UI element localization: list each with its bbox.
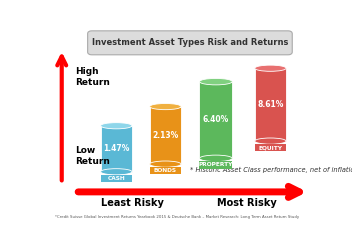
Ellipse shape	[101, 123, 132, 129]
Text: 8.61%: 8.61%	[257, 100, 284, 109]
Text: BONDS: BONDS	[154, 168, 177, 173]
Bar	[200, 82, 232, 158]
Ellipse shape	[150, 104, 181, 110]
Ellipse shape	[200, 155, 232, 162]
Text: Least Risky: Least Risky	[101, 198, 164, 208]
Ellipse shape	[150, 161, 181, 167]
Bar	[200, 161, 232, 169]
Bar	[101, 175, 132, 182]
Bar	[255, 68, 286, 141]
Ellipse shape	[255, 138, 286, 144]
Text: Low
Return: Low Return	[75, 146, 110, 167]
Ellipse shape	[101, 169, 132, 175]
Text: High
Return: High Return	[75, 67, 110, 87]
Bar	[150, 167, 181, 174]
Bar	[150, 107, 181, 164]
FancyBboxPatch shape	[88, 31, 292, 55]
Text: 2.13%: 2.13%	[152, 131, 178, 140]
Bar	[101, 126, 132, 172]
Text: PROPERTY: PROPERTY	[199, 162, 233, 167]
Text: CASH: CASH	[107, 176, 125, 181]
Text: 1.47%: 1.47%	[103, 144, 130, 153]
Text: Most Risky: Most Risky	[218, 198, 277, 208]
Text: * Historic Asset Class performance, net of inflation (1972-2015): * Historic Asset Class performance, net …	[190, 167, 352, 173]
Text: 6.40%: 6.40%	[203, 116, 229, 124]
Text: *Credit Suisse Global Investment Returns Yearbook 2015 & Deutsche Bank – Market : *Credit Suisse Global Investment Returns…	[55, 215, 299, 219]
Ellipse shape	[255, 65, 286, 71]
Text: Investment Asset Types Risk and Returns: Investment Asset Types Risk and Returns	[92, 38, 288, 47]
Ellipse shape	[200, 78, 232, 85]
Text: EQUITY: EQUITY	[258, 145, 282, 150]
Bar	[255, 144, 286, 151]
